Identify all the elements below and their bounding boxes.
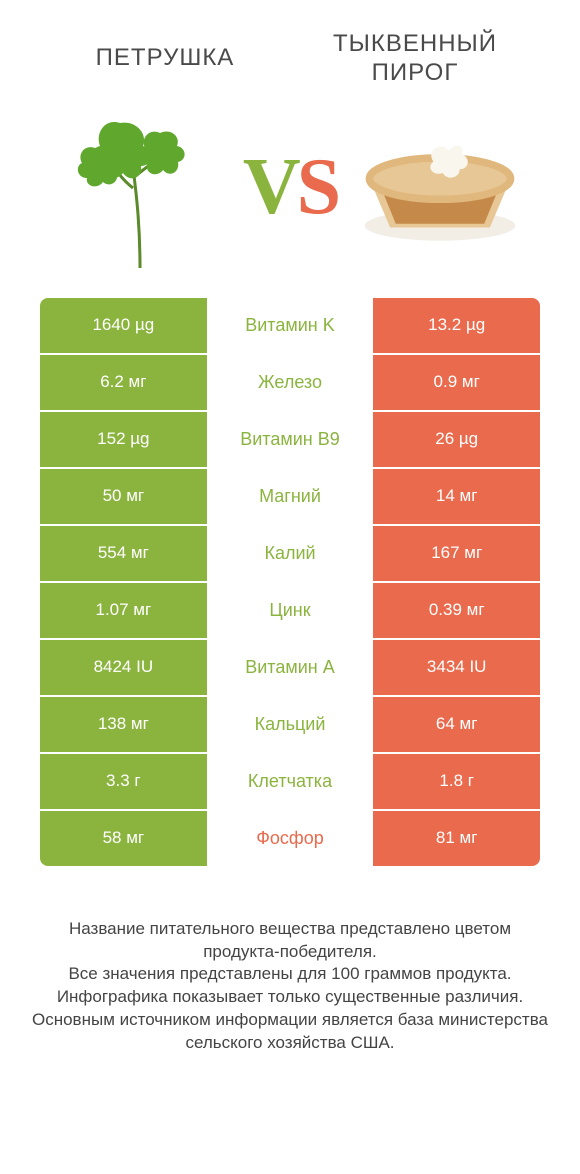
nutrient-label: Клетчатка [207,754,374,809]
left-value: 1.07 мг [40,583,207,638]
table-row: 1640 µgВитамин K13.2 µg [40,298,540,353]
footer-line: Название питательного вещества представл… [30,918,550,964]
right-product-title: ТЫКВЕННЫЙ ПИРОГ [290,30,540,88]
nutrient-label: Магний [207,469,374,524]
vs-s: S [297,143,338,231]
table-row: 554 мгКалий167 мг [40,526,540,581]
left-value: 1640 µg [40,298,207,353]
right-value: 26 µg [373,412,540,467]
header: ПЕТРУШКА ТЫКВЕННЫЙ ПИРОГ [0,0,580,98]
table-row: 152 µgВитамин B926 µg [40,412,540,467]
nutrient-label: Железо [207,355,374,410]
right-value: 0.9 мг [373,355,540,410]
left-product-title: ПЕТРУШКА [40,44,290,73]
table-row: 58 мгФосфор81 мг [40,811,540,866]
left-value: 50 мг [40,469,207,524]
nutrient-label: Витамин B9 [207,412,374,467]
left-value: 6.2 мг [40,355,207,410]
vs-label: VS [243,142,337,233]
footer-line: Все значения представлены для 100 граммо… [30,963,550,986]
left-value: 3.3 г [40,754,207,809]
left-value: 8424 IU [40,640,207,695]
right-value: 3434 IU [373,640,540,695]
right-value: 1.8 г [373,754,540,809]
right-value: 167 мг [373,526,540,581]
footer-notes: Название питательного вещества представл… [0,868,580,1076]
footer-line: Основным источником информации является … [30,1009,550,1055]
hero-row: VS [0,98,580,298]
nutrient-label: Витамин K [207,298,374,353]
right-value: 13.2 µg [373,298,540,353]
table-row: 8424 IUВитамин A3434 IU [40,640,540,695]
right-value: 81 мг [373,811,540,866]
table-row: 50 мгМагний14 мг [40,469,540,524]
right-value: 64 мг [373,697,540,752]
left-value: 554 мг [40,526,207,581]
nutrient-label: Витамин A [207,640,374,695]
nutrient-label: Цинк [207,583,374,638]
nutrient-label: Калий [207,526,374,581]
vs-v: V [243,143,297,231]
nutrient-label: Кальций [207,697,374,752]
right-value: 14 мг [373,469,540,524]
left-value: 152 µg [40,412,207,467]
right-value: 0.39 мг [373,583,540,638]
left-value: 138 мг [40,697,207,752]
footer-line: Инфографика показывает только существенн… [30,986,550,1009]
left-value: 58 мг [40,811,207,866]
parsley-icon [60,108,220,268]
table-row: 6.2 мгЖелезо0.9 мг [40,355,540,410]
table-row: 1.07 мгЦинк0.39 мг [40,583,540,638]
pumpkin-pie-icon [360,108,520,268]
comparison-table: 1640 µgВитамин K13.2 µg6.2 мгЖелезо0.9 м… [0,298,580,866]
nutrient-label: Фосфор [207,811,374,866]
table-row: 138 мгКальций64 мг [40,697,540,752]
table-row: 3.3 гКлетчатка1.8 г [40,754,540,809]
